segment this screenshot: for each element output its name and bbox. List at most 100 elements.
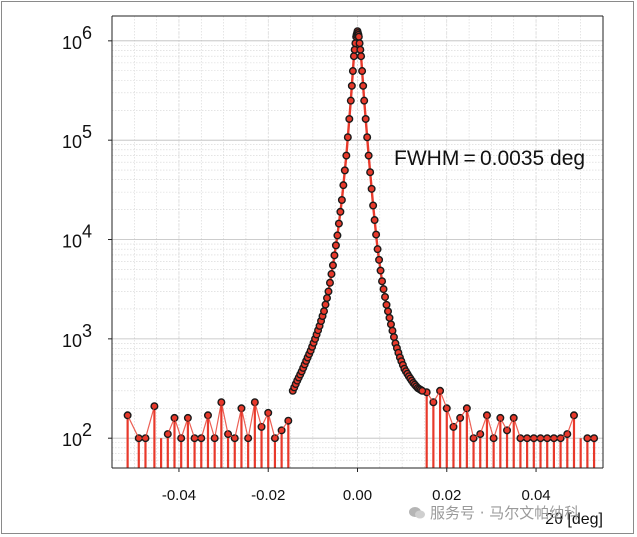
data-point xyxy=(337,195,346,204)
data-point xyxy=(357,52,366,61)
noise-link xyxy=(207,415,216,439)
noise-link xyxy=(446,408,455,428)
noise-link xyxy=(267,412,276,439)
x-tick-label: -0.04 xyxy=(162,487,196,504)
data-point xyxy=(345,114,354,123)
data-point xyxy=(321,300,330,309)
data-point xyxy=(325,278,334,287)
data-point xyxy=(327,270,336,279)
data-point xyxy=(334,219,343,228)
data-point xyxy=(360,96,369,105)
data-point xyxy=(373,245,382,254)
noise-link xyxy=(240,408,249,439)
data-point xyxy=(322,294,331,303)
noise-right xyxy=(422,386,599,468)
y-tick-label: 10 xyxy=(62,430,82,450)
data-point xyxy=(333,231,342,240)
noise-link xyxy=(560,433,568,439)
noise-link xyxy=(432,390,441,403)
data-point xyxy=(359,81,368,90)
noise-link xyxy=(426,391,434,403)
noise-link xyxy=(493,417,501,439)
watermark: 服务号 · 马尔文帕纳科 xyxy=(408,502,579,523)
data-point xyxy=(370,216,379,225)
peak-points xyxy=(288,27,427,395)
data-point xyxy=(355,39,364,48)
data-point xyxy=(378,277,387,286)
noise-link xyxy=(227,433,236,439)
data-point xyxy=(364,151,373,160)
y-tick-label: 10 xyxy=(62,331,82,351)
data-point xyxy=(331,241,340,250)
noise-link xyxy=(513,417,521,439)
data-point xyxy=(324,287,333,296)
data-point xyxy=(342,151,351,160)
noise-link xyxy=(220,402,229,435)
x-tick-label: -0.02 xyxy=(251,487,285,504)
data-point xyxy=(386,320,395,329)
y-tick-label: 10 xyxy=(62,33,82,53)
data-series xyxy=(123,27,599,468)
y-tick-exponent: 5 xyxy=(82,122,92,142)
data-point xyxy=(348,67,357,76)
noise-link xyxy=(260,412,269,428)
data-point xyxy=(372,230,381,239)
minor-grid xyxy=(111,16,604,468)
noise-link xyxy=(566,415,575,435)
x-axis-title: 2θ [deg] xyxy=(545,511,603,528)
data-point xyxy=(320,307,329,316)
data-point xyxy=(361,114,370,123)
data-point xyxy=(328,261,337,270)
noise-link xyxy=(180,417,189,439)
noise-link xyxy=(274,429,283,439)
noise-link xyxy=(173,417,182,439)
noise-link xyxy=(167,417,176,435)
data-point xyxy=(375,255,384,264)
noise-link xyxy=(254,402,263,428)
data-point xyxy=(340,166,349,175)
noise-link xyxy=(234,408,243,439)
data-point xyxy=(382,300,391,309)
data-point xyxy=(363,133,372,142)
noise-link xyxy=(479,415,488,435)
y-tick-exponent: 2 xyxy=(82,420,92,440)
fwhm-annotation: FWHM = 0.0035 deg xyxy=(394,147,585,170)
data-point xyxy=(339,181,348,190)
noise-link xyxy=(452,417,461,428)
noise-link xyxy=(144,406,155,439)
noise-link xyxy=(499,417,508,431)
data-point xyxy=(369,201,378,210)
data-point xyxy=(429,398,438,407)
y-tick-label: 10 xyxy=(62,232,82,252)
data-point xyxy=(367,184,376,193)
noise-link xyxy=(439,390,448,409)
watermark-text: 服务号 · 马尔文帕纳科 xyxy=(430,504,580,522)
y-tick-label: 10 xyxy=(62,132,82,152)
x-tick-label: 0.02 xyxy=(432,487,461,504)
data-point xyxy=(389,333,398,342)
data-point xyxy=(366,168,375,177)
data-point xyxy=(503,426,512,435)
noise-link xyxy=(187,417,196,439)
x-tick-label: 0.00 xyxy=(343,487,372,504)
data-point xyxy=(388,326,397,335)
data-point xyxy=(346,96,355,105)
data-point xyxy=(358,67,367,76)
data-point xyxy=(381,292,390,301)
data-point xyxy=(330,251,339,260)
x-tick-label: 0.04 xyxy=(521,487,550,504)
data-point xyxy=(343,133,352,142)
data-point xyxy=(347,81,356,90)
data-point xyxy=(385,313,394,322)
noise-link xyxy=(214,402,222,439)
noise-left xyxy=(123,398,293,468)
y-tick-exponent: 3 xyxy=(82,321,92,341)
data-point xyxy=(418,386,427,395)
noise-link xyxy=(466,408,475,439)
noise-link xyxy=(127,415,140,439)
noise-link xyxy=(247,402,256,439)
y-tick-exponent: 6 xyxy=(82,23,92,43)
